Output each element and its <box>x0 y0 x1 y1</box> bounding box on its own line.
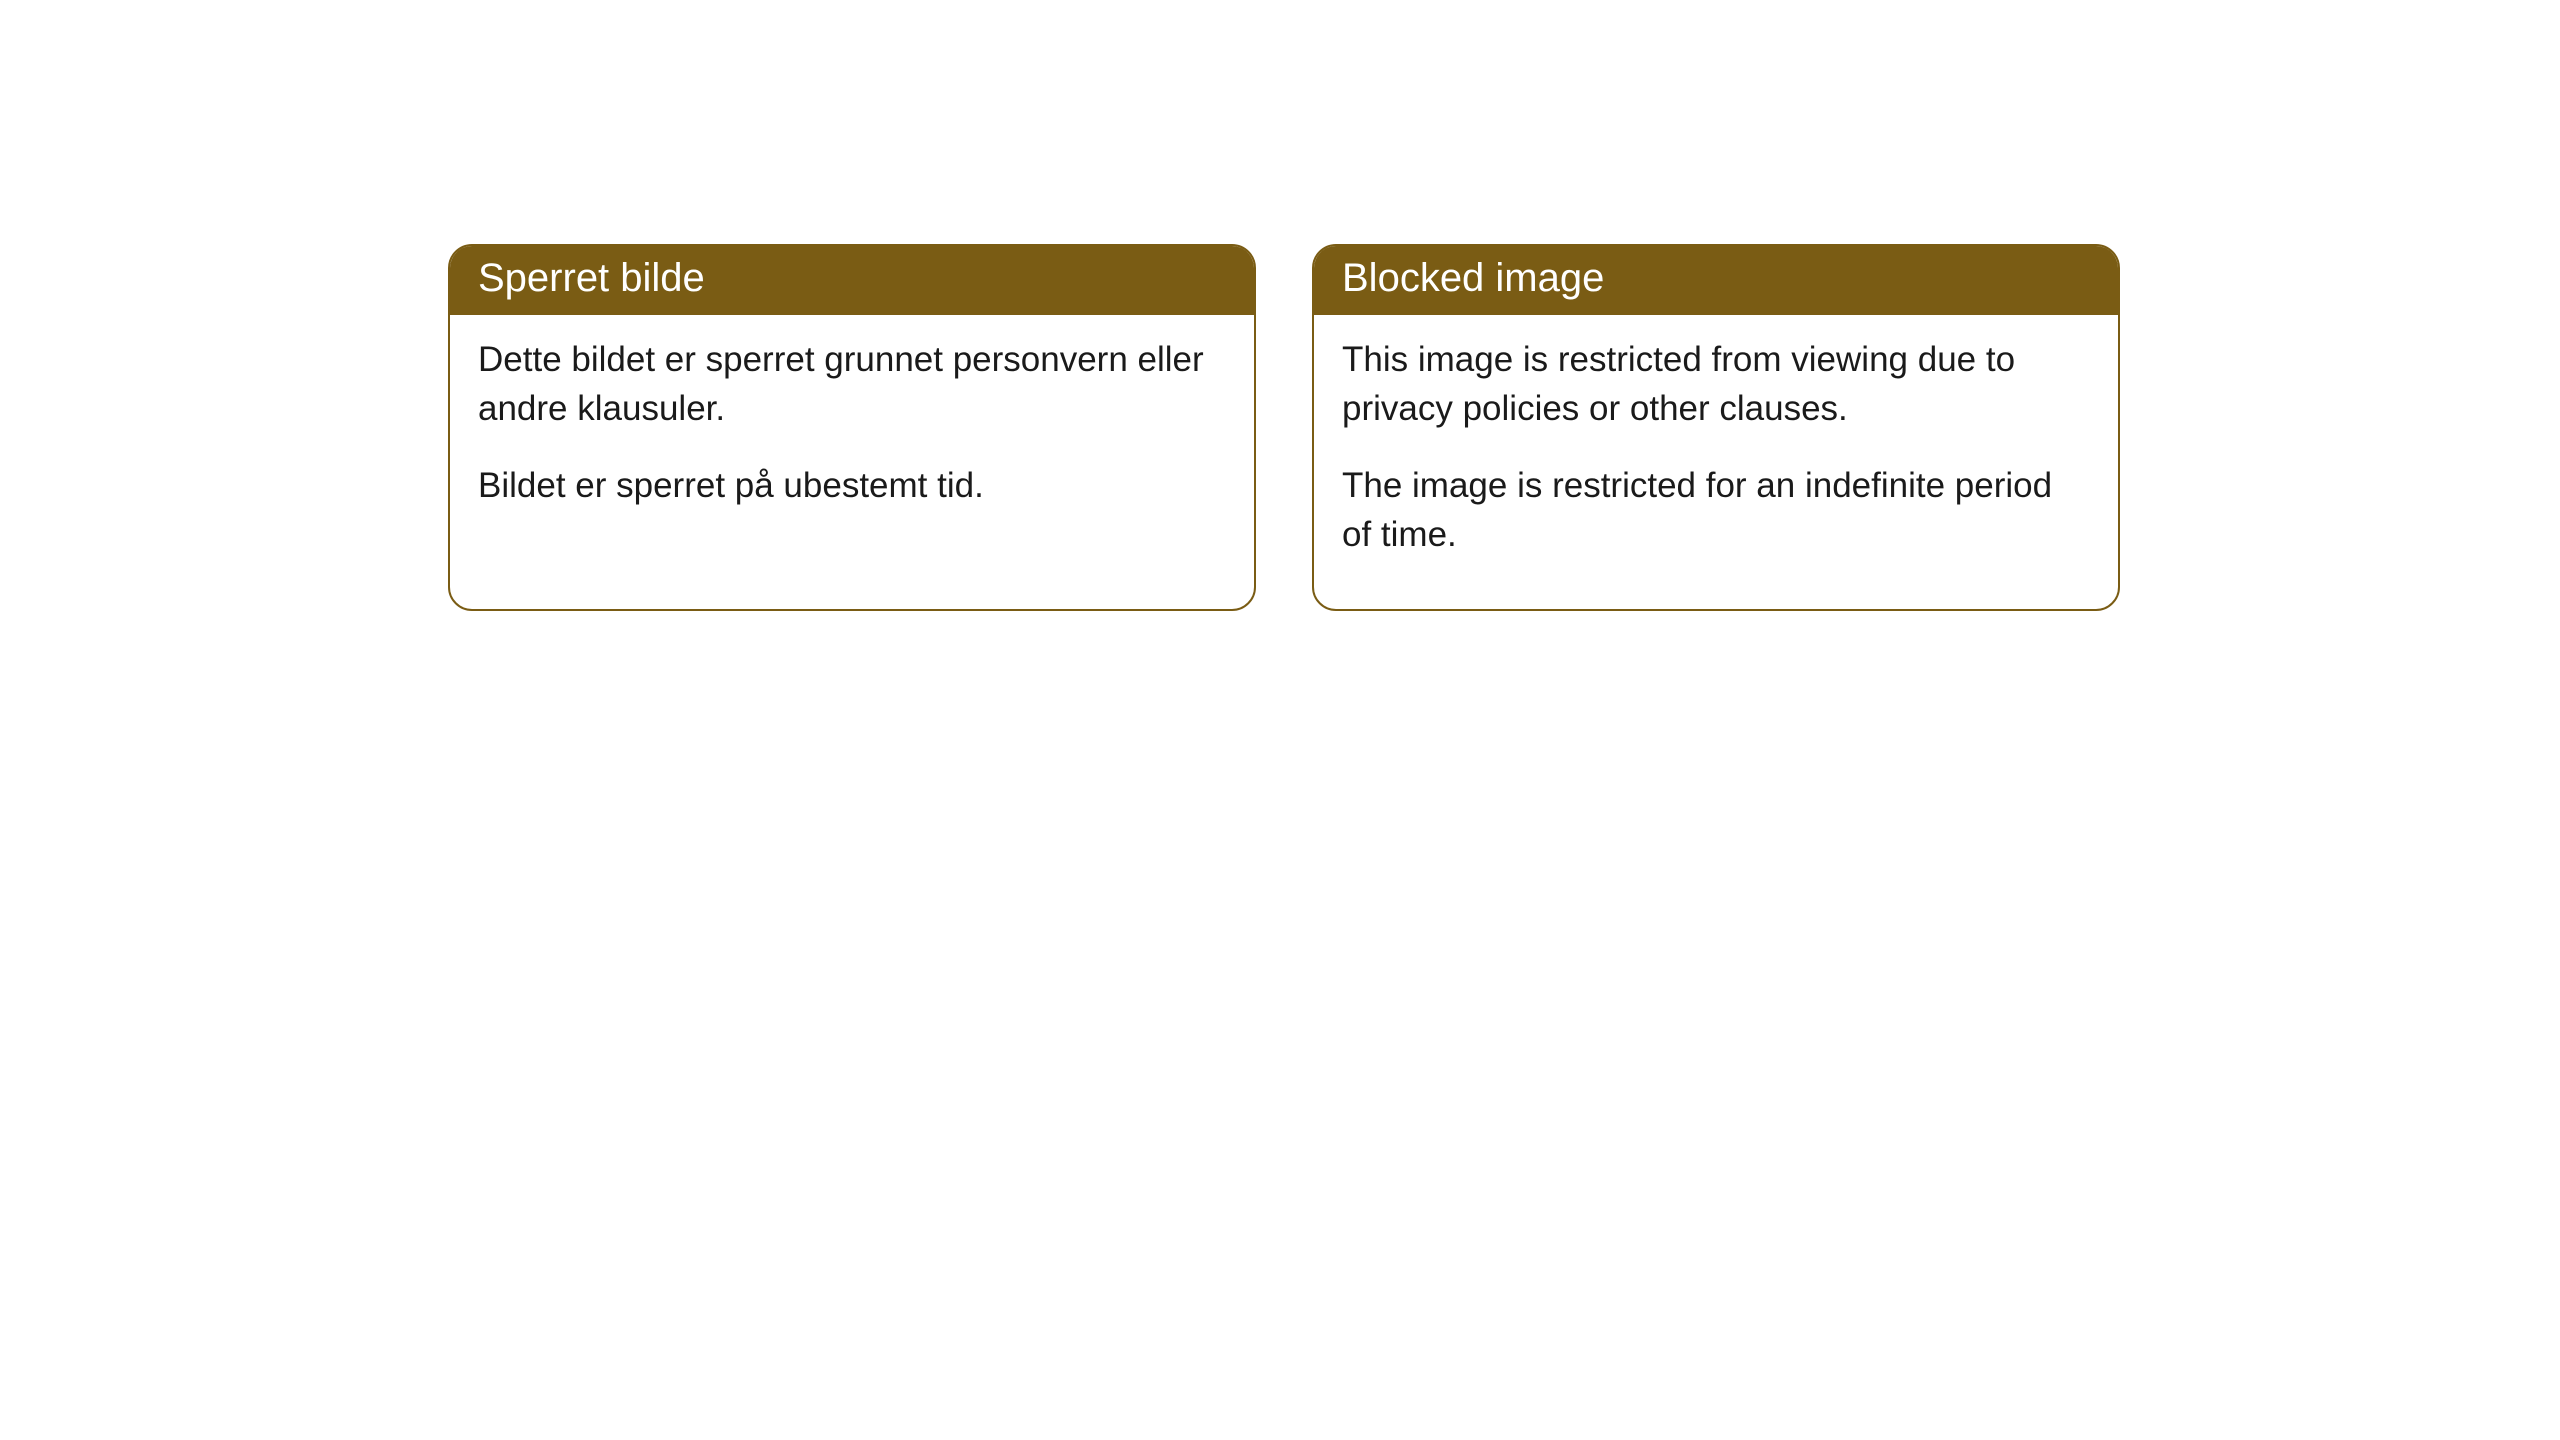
message-cards-container: Sperret bilde Dette bildet er sperret gr… <box>0 0 2560 611</box>
card-text-reason: Dette bildet er sperret grunnet personve… <box>478 335 1226 433</box>
card-text-duration: Bildet er sperret på ubestemt tid. <box>478 461 1226 510</box>
blocked-image-card-english: Blocked image This image is restricted f… <box>1312 244 2120 611</box>
card-header: Sperret bilde <box>450 246 1254 315</box>
card-text-reason: This image is restricted from viewing du… <box>1342 335 2090 433</box>
card-header: Blocked image <box>1314 246 2118 315</box>
card-body: Dette bildet er sperret grunnet personve… <box>450 315 1254 560</box>
blocked-image-card-norwegian: Sperret bilde Dette bildet er sperret gr… <box>448 244 1256 611</box>
card-body: This image is restricted from viewing du… <box>1314 315 2118 609</box>
card-text-duration: The image is restricted for an indefinit… <box>1342 461 2090 559</box>
